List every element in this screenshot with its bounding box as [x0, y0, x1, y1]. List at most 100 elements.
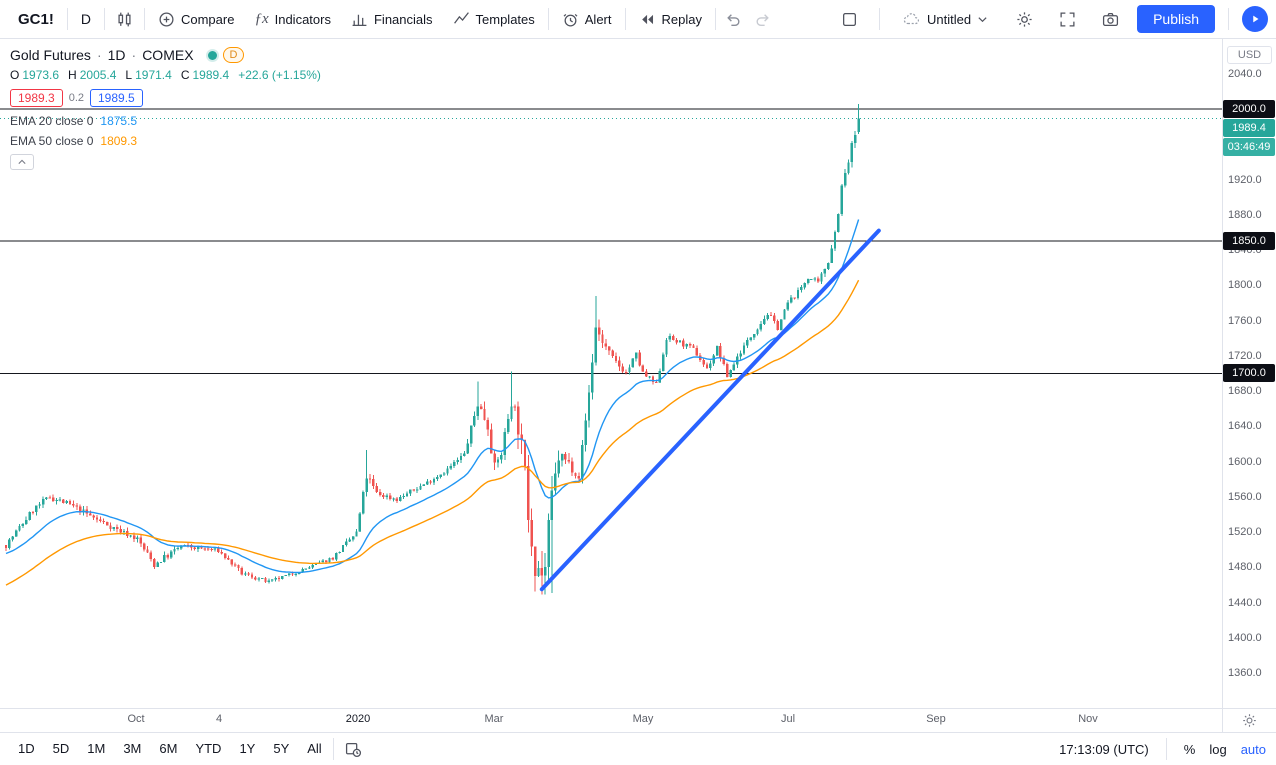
cloud-icon	[903, 13, 919, 25]
price-tick: 1560.0	[1228, 491, 1262, 503]
interval-button[interactable]: D	[80, 11, 91, 27]
undo-icon	[727, 13, 740, 26]
percent-scale-button[interactable]: %	[1183, 741, 1196, 757]
alert-button[interactable]: Alert	[552, 0, 622, 38]
indicators-label: Indicators	[274, 11, 331, 27]
redo-button[interactable]	[748, 0, 777, 38]
separator	[879, 8, 880, 30]
fullscreen-button[interactable]	[1051, 0, 1084, 38]
layout-menu-button[interactable]: Untitled	[893, 0, 998, 38]
time-tick: May	[632, 713, 654, 725]
separator	[714, 8, 716, 30]
time-axis[interactable]: Oct 4 2020 Mar May Jul Sep Nov	[0, 709, 1222, 732]
indicators-button[interactable]: ƒx Indicators	[244, 0, 341, 38]
separator	[332, 738, 334, 760]
separator	[66, 8, 68, 30]
range-buttons: 1D 5D 1M 3M 6M YTD 1Y 5Y All	[10, 737, 330, 761]
range-5d-button[interactable]: 5D	[52, 741, 70, 756]
close-label: C	[180, 68, 190, 82]
candlestick-icon	[118, 12, 131, 26]
indicator-label[interactable]: EMA 50 close 0	[10, 134, 94, 148]
candlestick-chart[interactable]	[0, 39, 1222, 708]
range-1m-button[interactable]: 1M	[87, 741, 106, 756]
separator	[1228, 8, 1229, 30]
range-3m-button[interactable]: 3M	[123, 741, 142, 756]
financials-label: Financials	[373, 11, 433, 27]
price-tick: 1720.0	[1228, 350, 1262, 362]
replay-button[interactable]: Replay	[629, 0, 712, 38]
time-tick: Nov	[1078, 713, 1098, 725]
change-value: +22.6 (+1.15%)	[238, 68, 321, 82]
templates-label: Templates	[475, 11, 535, 27]
open-label: O	[10, 68, 20, 82]
indicator-row: EMA 20 close 0 1875.5	[10, 114, 321, 128]
chart-type-button[interactable]	[108, 0, 141, 38]
last-price-badge: 1989.4	[1223, 119, 1275, 137]
bottom-toolbar: 1D 5D 1M 3M 6M YTD 1Y 5Y All 17:13:09 (U…	[0, 732, 1276, 765]
layout-name-label: Untitled	[927, 11, 972, 27]
toolbar-right-group: Untitled Publish	[833, 0, 1268, 38]
layout-button[interactable]	[833, 0, 866, 38]
range-1y-button[interactable]: 1Y	[239, 741, 256, 756]
data-mode-badge[interactable]: D	[222, 47, 245, 63]
top-toolbar: GC1! D Compare ƒx Indicators Financials	[0, 0, 1276, 39]
range-6m-button[interactable]: 6M	[159, 741, 178, 756]
indicator-label[interactable]: EMA 20 close 0	[10, 114, 94, 128]
low-value: 1971.4	[135, 68, 172, 82]
auto-scale-button[interactable]: auto	[1240, 741, 1266, 757]
compare-button[interactable]: Compare	[148, 0, 244, 38]
financials-button[interactable]: Financials	[341, 0, 443, 38]
alert-label: Alert	[584, 11, 612, 27]
clock-label[interactable]: 17:13:09 (UTC)	[1059, 741, 1149, 757]
range-1d-button[interactable]: 1D	[18, 741, 35, 756]
range-all-button[interactable]: All	[307, 741, 322, 756]
market-status-icon[interactable]	[207, 50, 217, 60]
indicator-row: EMA 50 close 0 1809.3	[10, 134, 321, 148]
redo-icon	[756, 13, 769, 26]
indicator-value: 1875.5	[100, 114, 138, 128]
high-value: 2005.4	[79, 68, 117, 82]
price-tick: 2040.0	[1228, 68, 1262, 80]
fullscreen-icon	[1060, 11, 1075, 27]
symbol-button[interactable]: GC1!	[18, 10, 54, 28]
chevron-down-icon	[978, 16, 987, 22]
axis-settings-button[interactable]	[1222, 709, 1276, 732]
goto-date-button[interactable]	[337, 737, 370, 761]
price-tick: 1440.0	[1228, 597, 1262, 609]
price-tick: 1680.0	[1228, 385, 1262, 397]
time-tick: 2020	[345, 713, 371, 725]
log-scale-button[interactable]: log	[1209, 741, 1227, 757]
separator	[103, 8, 105, 30]
publish-button[interactable]: Publish	[1137, 5, 1215, 33]
symbol-title[interactable]: Gold Futures	[10, 47, 91, 63]
undo-button[interactable]	[719, 0, 748, 38]
legend-collapse-button[interactable]	[10, 154, 34, 170]
settings-button[interactable]	[1008, 0, 1041, 38]
price-axis[interactable]: USD 2040.02000.01920.01880.01840.01800.0…	[1222, 39, 1276, 708]
templates-button[interactable]: Templates	[443, 0, 545, 38]
time-tick: Mar	[484, 713, 504, 725]
replay-icon	[641, 14, 653, 24]
range-ytd-button[interactable]: YTD	[195, 741, 222, 756]
price-tick: 1640.0	[1228, 420, 1262, 432]
currency-label[interactable]: USD	[1227, 46, 1272, 64]
time-tick: 4	[215, 713, 223, 725]
range-5y-button[interactable]: 5Y	[273, 741, 290, 756]
open-panel-button[interactable]	[1242, 6, 1268, 32]
time-tick: Oct	[127, 713, 145, 725]
gear-icon	[1243, 714, 1256, 727]
chart-main: Gold Futures · 1D · COMEX D O 1973.6 H 200…	[0, 39, 1276, 708]
separator	[547, 8, 549, 30]
price-level-badge: 1850.0	[1223, 232, 1275, 250]
price-tick: 1480.0	[1228, 561, 1262, 573]
separator	[624, 8, 626, 30]
legend-exchange: COMEX	[142, 47, 194, 63]
calendar-clock-icon	[345, 742, 361, 757]
snapshot-button[interactable]	[1094, 0, 1127, 38]
ask-price: 1989.5	[90, 89, 143, 107]
low-label: L	[125, 68, 133, 82]
price-tick: 1800.0	[1228, 279, 1262, 291]
fx-icon: ƒx	[254, 10, 269, 27]
chart-canvas[interactable]: Gold Futures · 1D · COMEX D O 1973.6 H 200…	[0, 39, 1222, 708]
